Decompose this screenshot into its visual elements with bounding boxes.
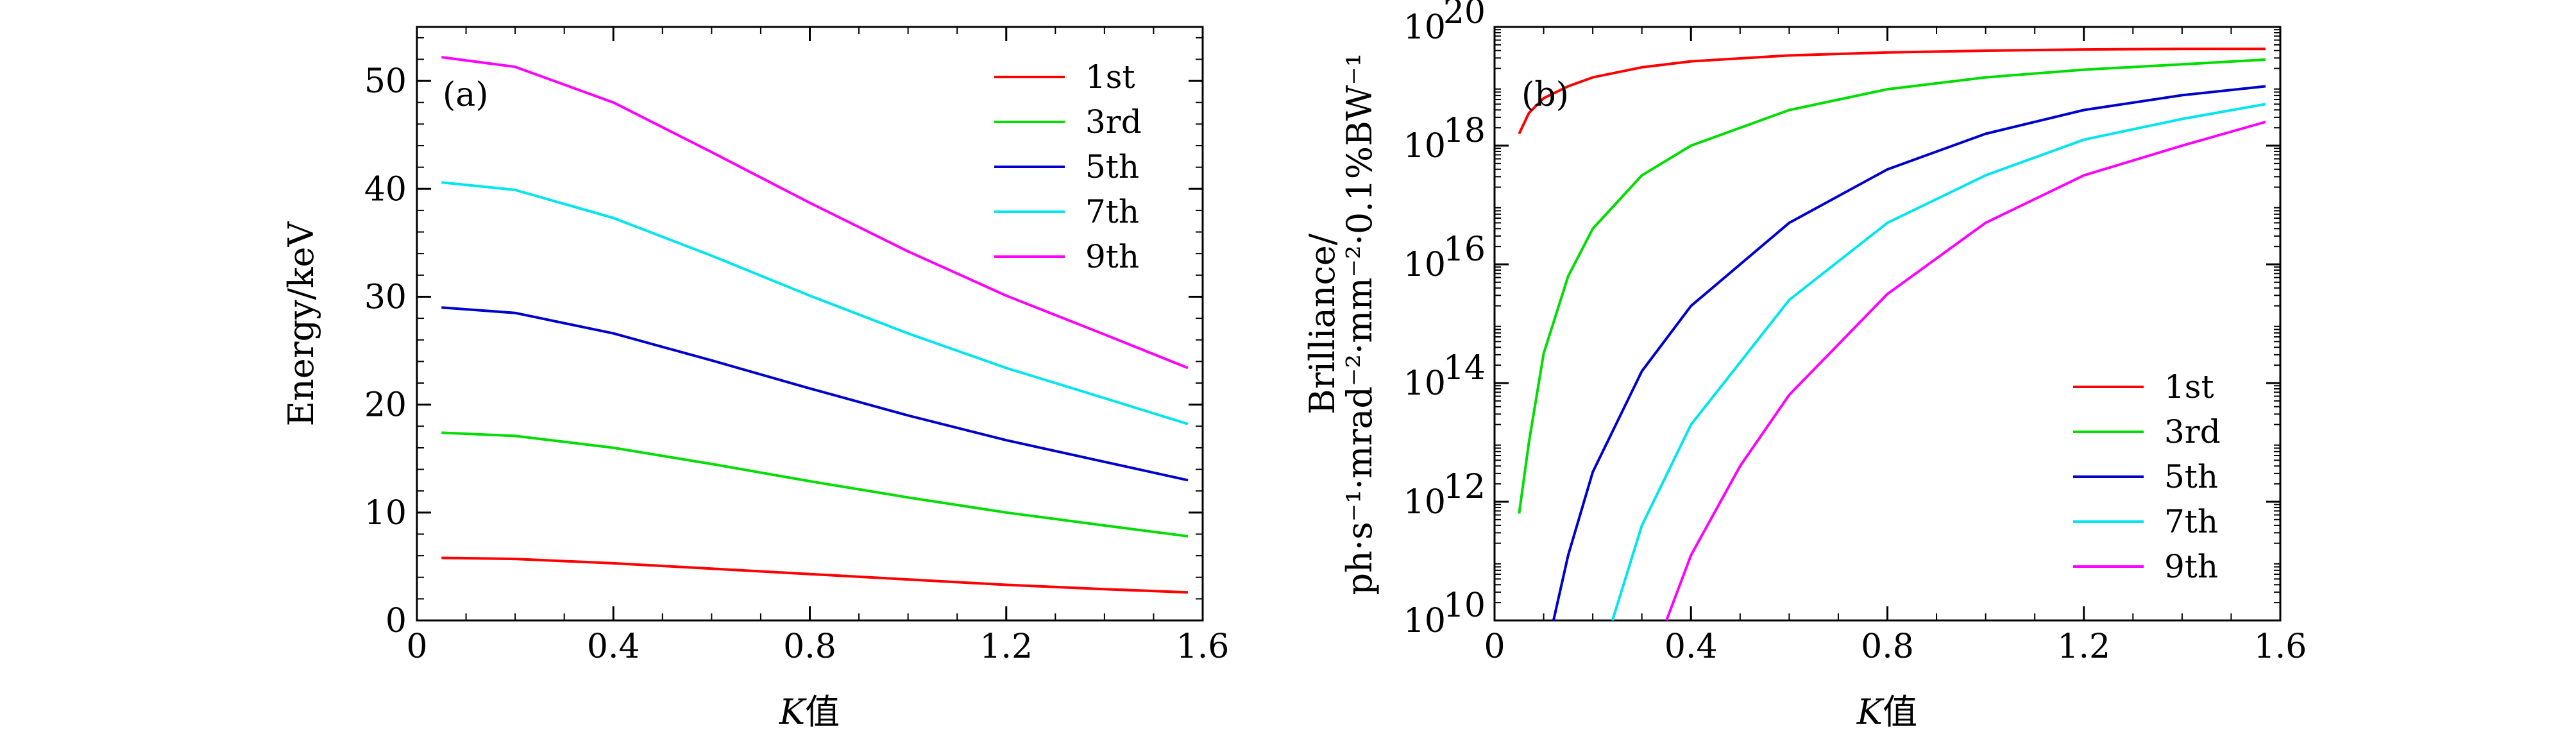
panel-a-label: (a) bbox=[443, 76, 489, 114]
panel-b-ytick-exponent: 20 bbox=[1443, 0, 1486, 31]
panel-b-ytick-label: 10 bbox=[1403, 246, 1446, 284]
panel-a-legend-label-3rd: 3rd bbox=[1085, 103, 1142, 141]
panel-b-series-1st bbox=[1518, 47, 2266, 135]
panel-b-legend-label-3rd: 3rd bbox=[2164, 413, 2221, 450]
panel-b-xlabel-rest: 值 bbox=[1883, 692, 1917, 732]
panel-b-ytick-label: 10 bbox=[1403, 127, 1446, 166]
panel-b-xlabel: K值 bbox=[1856, 692, 1917, 732]
panel-a-ytick-label: 20 bbox=[364, 386, 407, 425]
panel-a-series-1st bbox=[441, 556, 1189, 594]
panel-a-xtick-label: 0 bbox=[406, 628, 427, 666]
panel-a-ytick-label: 50 bbox=[364, 62, 407, 101]
panel-b-xtick-label: 0.4 bbox=[1665, 628, 1718, 666]
panel-a-ylabel: Energy/keV bbox=[281, 221, 321, 427]
panel-a-legend-label-7th: 7th bbox=[1085, 193, 1139, 230]
panel-b-legend-label-7th: 7th bbox=[2164, 503, 2218, 540]
panel-a-series-5th bbox=[441, 306, 1189, 482]
panel-a-ytick-label: 10 bbox=[364, 494, 407, 533]
panel-b-ytick-label: 10 bbox=[1403, 8, 1446, 47]
panel-b-series-5th bbox=[1552, 85, 2266, 621]
panel-b-ytick-exponent: 16 bbox=[1443, 230, 1486, 269]
panel-b-frame bbox=[1493, 26, 2282, 622]
panel-b-label: (b) bbox=[1521, 76, 1569, 114]
panel-b-xtick-label: 0 bbox=[1484, 628, 1505, 666]
panel-a-xtick-label: 0.8 bbox=[783, 628, 836, 666]
panel-a-xlabel-rest: 值 bbox=[805, 692, 840, 732]
panel-b-legend: 1st 3rd 5th 7th 9th bbox=[2073, 368, 2221, 585]
panel-b-xtick-label: 1.6 bbox=[2254, 628, 2307, 666]
panel-b-ytick-label: 10 bbox=[1403, 602, 1446, 640]
panel-a-ytick-label: 30 bbox=[364, 278, 407, 316]
panel-a-series-3rd bbox=[441, 431, 1189, 538]
panel-b-xlabel-italic: K bbox=[1856, 692, 1885, 732]
panel-a-legend-label-1st: 1st bbox=[1085, 58, 1135, 96]
panel-b-ytick-label: 10 bbox=[1403, 483, 1446, 522]
panel-a-xtick-label: 0.4 bbox=[587, 628, 640, 666]
panel-b-series-7th bbox=[1611, 103, 2266, 621]
panel-a-legend-label-5th: 5th bbox=[1085, 148, 1139, 185]
panel-b-ylabel-line2: ph·s⁻¹·mrad⁻²·mm⁻²·0.1%BW⁻¹ bbox=[1339, 53, 1380, 595]
panel-a-xlabel-italic: K bbox=[779, 692, 807, 732]
panel-b-ytick-label: 10 bbox=[1403, 364, 1446, 403]
panel-a-xtick-label: 1.2 bbox=[979, 628, 1033, 666]
panel-b-ytick-exponent: 12 bbox=[1443, 468, 1486, 506]
panel-a-xtick-label: 1.6 bbox=[1176, 628, 1230, 666]
panel-b-series-3rd bbox=[1518, 58, 2266, 514]
panel-b-ytick-exponent: 18 bbox=[1443, 112, 1486, 150]
panel-a-ytick-label: 40 bbox=[364, 170, 407, 209]
panel-a: 0 0.4 0.8 1.2 1.6 0 10 20 30 40 50 (a) K值 Energy/… bbox=[281, 26, 1230, 732]
panel-b-ytick-exponent: 10 bbox=[1443, 586, 1486, 625]
panel-b-legend-label-1st: 1st bbox=[2164, 368, 2214, 406]
panel-b-series-9th bbox=[1665, 121, 2266, 621]
panel-a-xlabel: K值 bbox=[779, 692, 840, 732]
panel-b-ytick-exponent: 14 bbox=[1443, 349, 1486, 388]
panel-b-ylabel-line1: Brilliance/ bbox=[1302, 233, 1343, 414]
panel-a-series-7th bbox=[441, 181, 1189, 425]
panel-b-xtick-label: 1.2 bbox=[2057, 628, 2110, 666]
panel-a-series-9th bbox=[441, 56, 1189, 370]
panel-a-ytick-label: 0 bbox=[386, 602, 407, 640]
panel-b-xtick-label: 0.8 bbox=[1861, 628, 1914, 666]
panel-b-legend-label-9th: 9th bbox=[2164, 548, 2218, 585]
panel-a-legend-label-9th: 9th bbox=[1085, 238, 1139, 275]
panel-a-legend: 1st 3rd 5th 7th 9th bbox=[994, 58, 1142, 275]
panel-b-legend-label-5th: 5th bbox=[2164, 458, 2218, 495]
